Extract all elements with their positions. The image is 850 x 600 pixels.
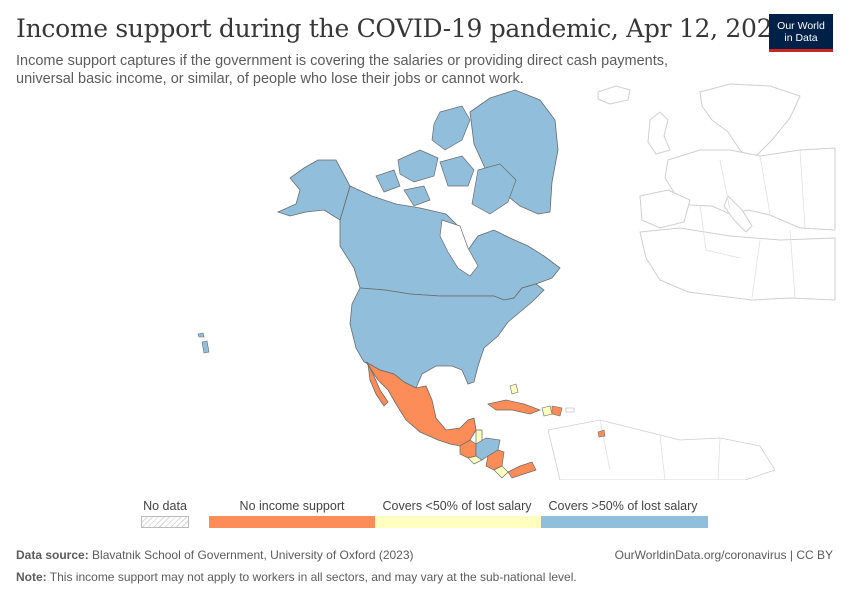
country-iceland[interactable] (597, 85, 631, 105)
country-trinidad-and-tobago[interactable] (597, 429, 606, 438)
country-bahamas[interactable] (509, 383, 519, 395)
country-puerto-rico[interactable] (565, 407, 575, 413)
owid-logo[interactable]: Our World in Data (769, 14, 833, 52)
data-source: Data source: Blavatnik School of Governm… (16, 548, 414, 562)
country-dominican-republic[interactable] (551, 405, 563, 417)
country-north-africa[interactable] (639, 227, 836, 301)
country-mexico[interactable] (365, 361, 477, 447)
owid-url-link[interactable]: OurWorldinData.org/coronavirus (614, 548, 787, 562)
country-cuba[interactable] (487, 399, 541, 415)
data-source-label: Data source: (16, 548, 89, 562)
legend-swatch-covers-less-50[interactable] (375, 516, 541, 528)
hudson-bay (439, 219, 479, 277)
note-text: This income support may not apply to wor… (49, 570, 577, 584)
country-haiti[interactable] (541, 405, 553, 417)
logo-line-2: in Data (784, 32, 818, 44)
legend-label-covers-more-50: Covers >50% of lost salary (548, 499, 698, 513)
region-baja-california[interactable] (367, 363, 389, 407)
note-label: Note: (16, 570, 47, 584)
region-alaska[interactable] (276, 159, 351, 221)
country-panama[interactable] (507, 461, 537, 479)
data-source-text: Blavatnik School of Government, Universi… (92, 548, 414, 562)
license-text: | CC BY (789, 548, 833, 562)
legend-swatch-no-data[interactable] (141, 516, 189, 528)
country-scandinavia[interactable] (699, 83, 801, 161)
legend-swatch-covers-more-50[interactable] (541, 516, 708, 528)
legend-label-no-data: No data (143, 499, 187, 513)
europe-africa-outlines (597, 83, 836, 301)
logo-line-1: Our World (777, 20, 825, 32)
region-hawaii[interactable] (197, 332, 210, 354)
chart-subtitle: Income support captures if the governmen… (16, 53, 669, 87)
map (197, 83, 836, 480)
legend-label-no-income-support: No income support (239, 499, 345, 513)
legend-label-covers-less-50: Covers <50% of lost salary (382, 499, 532, 513)
country-europe-mainland[interactable] (664, 147, 836, 231)
footer-links: OurWorldinData.org/coronavirus | CC BY (615, 548, 833, 562)
chart-title: Income support during the COVID-19 pande… (16, 14, 788, 43)
country-italy[interactable] (723, 195, 753, 233)
legend-swatch-no-income-support[interactable] (209, 516, 375, 528)
note: Note: This income support may not apply … (16, 570, 577, 584)
country-canada-islands[interactable] (431, 105, 471, 151)
country-uk[interactable] (647, 111, 671, 155)
country-iberia[interactable] (639, 189, 691, 229)
